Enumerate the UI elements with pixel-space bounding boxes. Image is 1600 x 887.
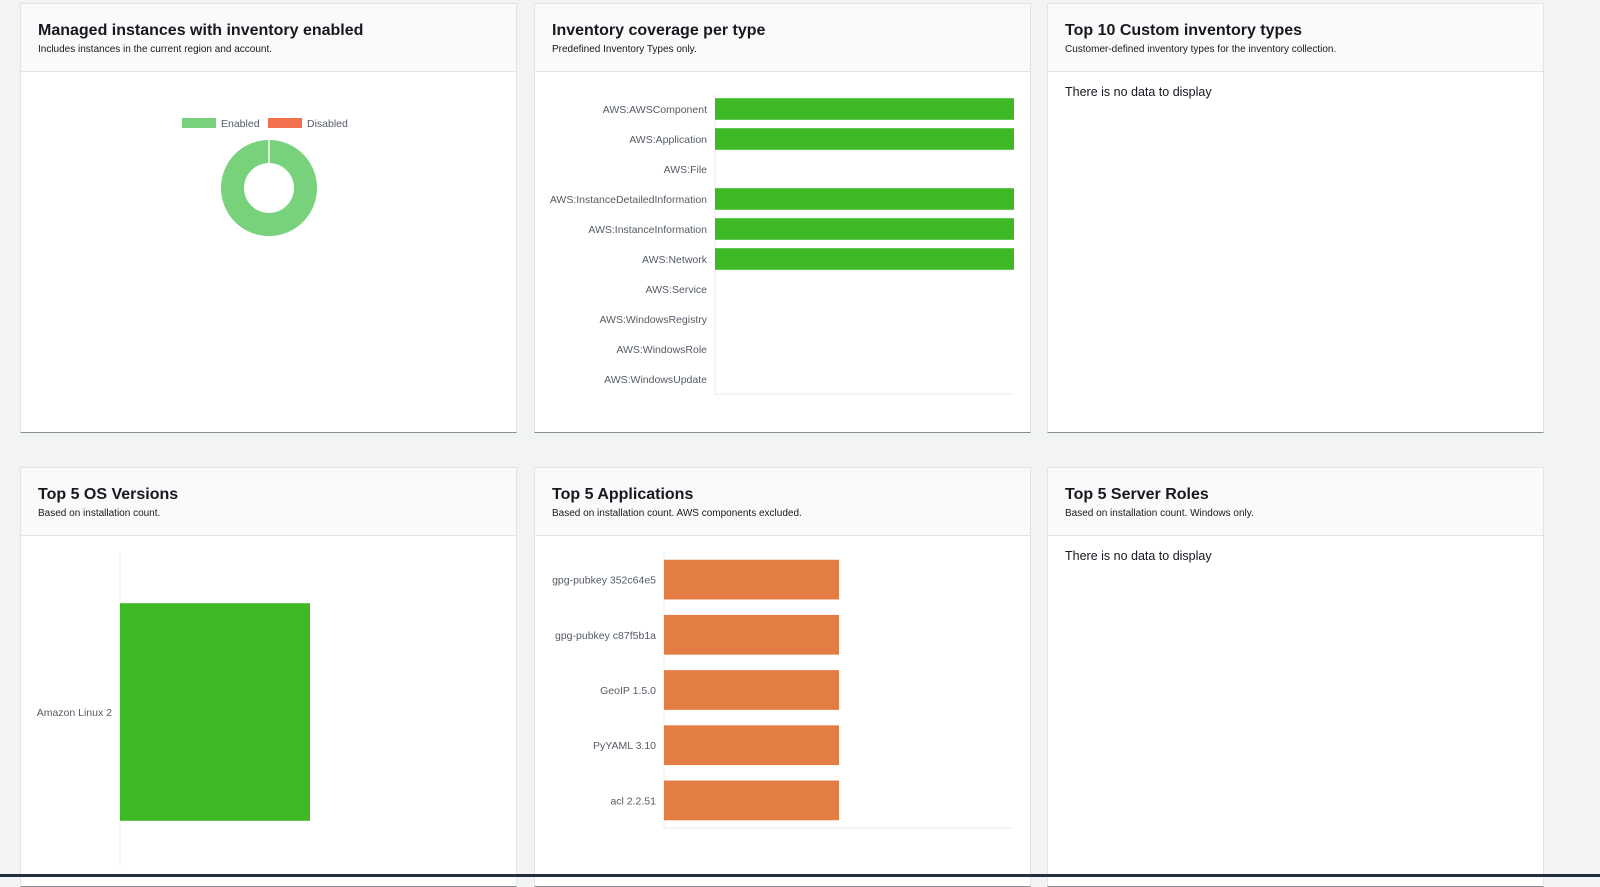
panel-header: Inventory coverage per type Predefined I…: [535, 4, 1030, 72]
tick-label: AWS:InstanceInformation: [588, 224, 707, 236]
bar: [664, 560, 839, 600]
panel-subtitle: Based on installation count.: [38, 507, 499, 520]
panel-title: Top 5 Server Roles: [1065, 484, 1526, 506]
os-versions-panel: Top 5 OS Versions Based on installation …: [20, 467, 517, 887]
coverage-bar-chart: AWS:AWSComponent AWS:Application AWS:File A…: [535, 72, 1030, 432]
server-roles-panel: Top 5 Server Roles Based on installation…: [1047, 467, 1544, 887]
panel-title: Inventory coverage per type: [552, 20, 1013, 42]
panel-body: There is no data to display: [1048, 536, 1543, 886]
panel-subtitle: Customer-defined inventory types for the…: [1065, 43, 1526, 56]
tick-label: AWS:WindowsRegistry: [599, 314, 707, 326]
bar: [664, 670, 839, 710]
bar: [715, 218, 1014, 240]
tick-label: AWS:Service: [646, 284, 708, 296]
managed-instances-panel: Managed instances with inventory enabled…: [20, 3, 517, 433]
custom-inventory-panel: Top 10 Custom inventory types Customer-d…: [1047, 3, 1544, 433]
tick-label: AWS:Network: [642, 254, 708, 266]
tick-label: gpg-pubkey c87f5b1a: [555, 630, 656, 642]
legend-swatch-enabled: [182, 118, 216, 128]
tick-label: AWS:AWSComponent: [603, 104, 707, 116]
empty-state-text: There is no data to display: [1065, 549, 1212, 563]
tick-label: gpg-pubkey 352c64e5: [552, 575, 656, 587]
bar: [715, 188, 1014, 210]
bar: [715, 98, 1014, 120]
panel-header: Top 10 Custom inventory types Customer-d…: [1048, 4, 1543, 72]
panel-body: AWS:AWSComponent AWS:Application AWS:File A…: [535, 72, 1030, 432]
donut-chart: Enabled Disabled: [21, 72, 516, 432]
inventory-coverage-panel: Inventory coverage per type Predefined I…: [534, 3, 1031, 433]
empty-state-text: There is no data to display: [1065, 85, 1212, 99]
tick-label: acl 2.2.51: [610, 795, 656, 807]
panel-title: Top 5 Applications: [552, 484, 1013, 506]
legend-swatch-disabled: [268, 118, 302, 128]
tick-label: GeoIP 1.5.0: [600, 685, 656, 697]
panel-title: Top 10 Custom inventory types: [1065, 20, 1526, 42]
bar: [664, 781, 839, 821]
tick-label: Amazon Linux 2: [37, 707, 112, 719]
panel-header: Top 5 Server Roles Based on installation…: [1048, 468, 1543, 536]
tick-label: AWS:File: [664, 164, 708, 176]
panel-body: There is no data to display: [1048, 72, 1543, 432]
panel-title: Top 5 OS Versions: [38, 484, 499, 506]
bar: [715, 248, 1014, 270]
panel-header: Top 5 Applications Based on installation…: [535, 468, 1030, 536]
panel-title: Managed instances with inventory enabled: [38, 20, 499, 42]
top-applications-panel: Top 5 Applications Based on installation…: [534, 467, 1031, 887]
tick-label: AWS:Application: [629, 134, 707, 146]
panel-body: Amazon Linux 2: [21, 536, 516, 886]
os-bar-chart: Amazon Linux 2: [21, 536, 516, 866]
bar: [120, 603, 310, 821]
panel-subtitle: Includes instances in the current region…: [38, 43, 499, 56]
applications-bar-chart: gpg-pubkey 352c64e5 gpg-pubkey c87f5b1a Ge…: [535, 536, 1030, 866]
bar: [664, 725, 839, 765]
tick-label: AWS:WindowsUpdate: [604, 374, 707, 386]
panel-subtitle: Based on installation count. AWS compone…: [552, 507, 1013, 520]
tick-label: PyYAML 3.10: [593, 740, 656, 752]
panel-body: Enabled Disabled: [21, 72, 516, 432]
panel-header: Managed instances with inventory enabled…: [21, 4, 516, 72]
panel-subtitle: Predefined Inventory Types only.: [552, 43, 1013, 56]
legend-label-enabled: Enabled: [221, 118, 260, 130]
tick-label: AWS:InstanceDetailedInformation: [550, 194, 707, 206]
bar: [664, 615, 839, 655]
panel-subtitle: Based on installation count. Windows onl…: [1065, 507, 1526, 520]
tick-label: AWS:WindowsRole: [616, 344, 707, 356]
panel-body: gpg-pubkey 352c64e5 gpg-pubkey c87f5b1a Ge…: [535, 536, 1030, 886]
panel-header: Top 5 OS Versions Based on installation …: [21, 468, 516, 536]
bar: [715, 128, 1014, 150]
legend-label-disabled: Disabled: [307, 118, 348, 130]
